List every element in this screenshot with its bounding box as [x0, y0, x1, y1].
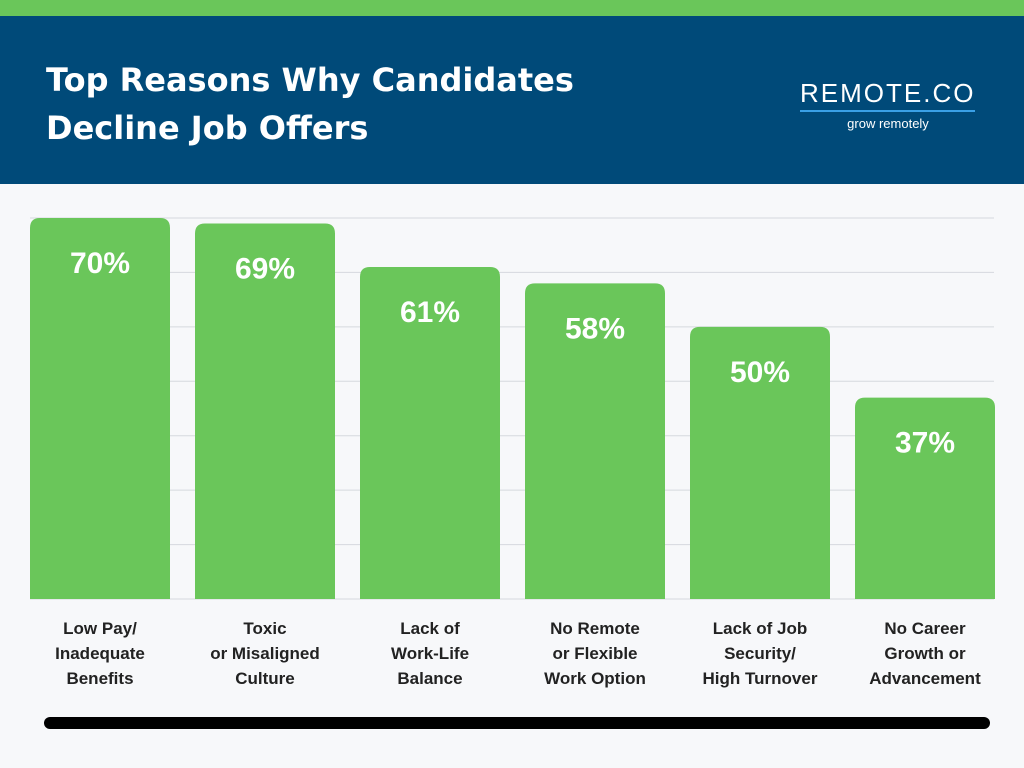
- bar-chart: 70% Low Pay/Inadequate Benefits 69% Toxic or …: [30, 217, 995, 688]
- category-label: Lack of: [400, 619, 460, 638]
- bar-2: [195, 223, 335, 599]
- category-label: Work-Life: [391, 644, 469, 663]
- logo-tagline: grow remotely: [847, 116, 929, 131]
- category-label: Benefits: [66, 669, 133, 688]
- bar-value-label: 37%: [895, 427, 955, 460]
- bar-value-label: 58%: [565, 312, 625, 345]
- bar-5: [690, 326, 830, 599]
- top-accent-strip: [0, 0, 1024, 16]
- header-banner: Top Reasons Why Candidates Decline Job O…: [0, 16, 1024, 184]
- category-label: Inadequate: [55, 644, 145, 663]
- category-label: No Remote: [550, 619, 640, 638]
- category-label: Toxic: [243, 619, 286, 638]
- bar-1: [30, 218, 170, 599]
- category-label: Balance: [397, 669, 462, 688]
- logo-name: REMOTE.CO: [800, 78, 976, 112]
- category-label: or Misaligned: [210, 644, 320, 663]
- bar-value-label: 61%: [400, 296, 460, 329]
- category-label: No Career: [884, 619, 966, 638]
- title-line-1: Top Reasons Why Candidates: [46, 61, 574, 99]
- bottom-divider-bar: [44, 717, 990, 729]
- bar-value-label: 69%: [235, 252, 295, 285]
- bar-4: [525, 283, 665, 599]
- page-title: Top Reasons Why Candidates Decline Job O…: [46, 56, 686, 152]
- bar-value-label: 50%: [730, 356, 790, 389]
- remote-co-logo: REMOTE.CO grow remotely: [800, 78, 980, 131]
- title-line-2: Decline Job Offers: [46, 109, 369, 147]
- category-label: Growth or: [884, 644, 966, 663]
- category-label: or Flexible: [552, 644, 637, 663]
- bar-value-label: 70%: [70, 247, 130, 280]
- category-label: High Turnover: [703, 669, 818, 688]
- bar-3: [360, 266, 500, 599]
- category-label: Culture: [235, 669, 295, 688]
- category-label: Advancement: [869, 669, 981, 688]
- category-label: Security/: [724, 644, 796, 663]
- category-label: Low Pay/: [63, 619, 137, 638]
- category-label: Work Option: [544, 669, 646, 688]
- bar-6: [855, 397, 995, 599]
- category-label: Lack of Job: [713, 619, 807, 638]
